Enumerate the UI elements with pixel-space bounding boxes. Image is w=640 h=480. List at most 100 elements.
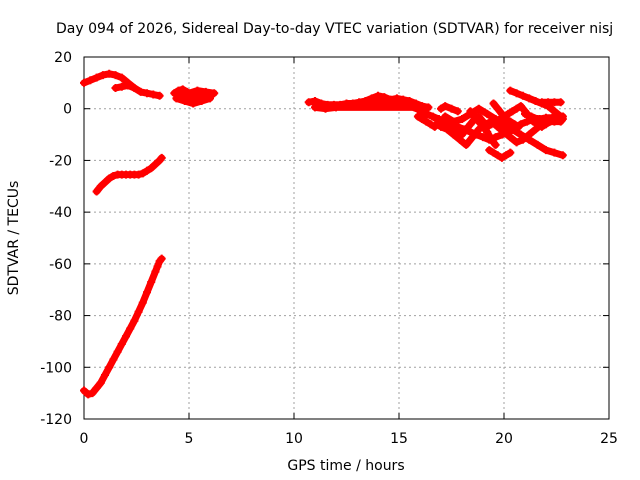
data-point — [170, 89, 179, 98]
data-point — [470, 112, 479, 121]
data-point — [539, 116, 548, 125]
data-point — [374, 96, 382, 105]
x-tick-label: 25 — [600, 431, 618, 447]
y-axis-label: SDTVAR / TECUs — [6, 181, 22, 296]
data-point — [453, 107, 462, 116]
data-point — [556, 98, 565, 107]
data-point — [126, 324, 135, 333]
data-point — [92, 73, 101, 82]
data-point — [151, 160, 160, 169]
data-point — [134, 307, 143, 316]
data-point — [441, 102, 450, 111]
data-point — [105, 363, 114, 372]
series-arc-1b — [111, 81, 139, 93]
series-arc-8 — [432, 117, 565, 149]
y-tick-label: 20 — [54, 50, 72, 66]
data-point — [542, 146, 550, 155]
data-point — [521, 109, 529, 118]
data-point — [124, 81, 133, 90]
data-point — [304, 98, 313, 107]
series-arc-5 — [304, 91, 433, 115]
data-point — [479, 133, 487, 142]
data-point — [336, 100, 345, 109]
data-point — [531, 125, 540, 134]
data-point — [130, 84, 139, 93]
series-arc-3 — [80, 254, 166, 399]
data-point — [143, 288, 151, 297]
data-point — [193, 86, 202, 95]
data-point — [130, 316, 139, 325]
data-point — [348, 99, 357, 108]
data-point — [550, 107, 559, 116]
data-point — [395, 99, 403, 108]
data-point — [178, 85, 187, 94]
data-point — [468, 133, 477, 142]
data-point — [92, 383, 101, 392]
series-band — [485, 146, 514, 162]
data-point — [380, 93, 389, 102]
data-point — [430, 122, 439, 131]
x-ticks: 0 5 10 15 20 25 — [80, 57, 618, 447]
series-arc-4 — [170, 85, 219, 108]
data-point — [483, 109, 492, 118]
data-point — [405, 102, 414, 111]
data-point — [550, 148, 559, 157]
data-point — [500, 127, 508, 136]
data-point — [443, 125, 452, 134]
data-point — [449, 130, 458, 139]
data-point — [411, 99, 420, 108]
data-point — [546, 115, 555, 124]
data-point — [474, 117, 483, 126]
data-point — [109, 171, 118, 180]
y-ticks: -120 -100 -80 -60 -40 -20 0 20 — [40, 50, 609, 428]
data-point — [491, 115, 500, 124]
data-point — [117, 73, 126, 82]
data-point — [485, 146, 494, 155]
chart-title: Day 094 of 2026, Sidereal Day-to-day VTE… — [56, 21, 613, 37]
data-point — [518, 91, 527, 100]
data-point — [466, 107, 475, 116]
data-point — [197, 96, 206, 105]
series-arc-12 — [489, 99, 523, 131]
data-point — [155, 91, 164, 100]
data-point — [98, 71, 107, 80]
data-point — [117, 82, 126, 91]
data-point — [88, 389, 97, 398]
series-arc-10 — [466, 107, 500, 149]
data-point — [96, 182, 105, 191]
data-point — [206, 94, 214, 103]
data-point — [113, 347, 122, 356]
series-arc-11 — [485, 146, 515, 162]
data-point — [428, 112, 437, 121]
y-tick-label: -80 — [49, 309, 72, 325]
data-point — [172, 94, 181, 103]
data-point — [512, 104, 521, 113]
series-arc-14 — [521, 109, 567, 125]
data-point — [474, 104, 483, 113]
y-tick-label: -60 — [49, 257, 72, 273]
data-point — [422, 109, 431, 118]
data-point — [101, 178, 109, 187]
data-point — [447, 104, 456, 113]
data-point — [392, 94, 401, 103]
data-point — [321, 104, 330, 113]
x-tick-label: 15 — [390, 431, 408, 447]
data-point — [363, 98, 372, 107]
data-point — [512, 138, 521, 147]
data-point — [201, 87, 210, 96]
data-point — [466, 120, 475, 129]
data-point — [479, 122, 487, 131]
plot-frame — [83, 56, 610, 420]
x-tick-label: 10 — [285, 431, 303, 447]
data-point — [413, 112, 422, 121]
data-point — [189, 99, 198, 108]
data-point — [491, 140, 500, 149]
data-point — [506, 117, 515, 126]
data-point — [483, 127, 492, 136]
data-point — [493, 104, 502, 113]
data-point — [462, 125, 471, 134]
data-point — [422, 117, 431, 126]
data-point — [210, 89, 219, 98]
data-point — [176, 90, 185, 99]
